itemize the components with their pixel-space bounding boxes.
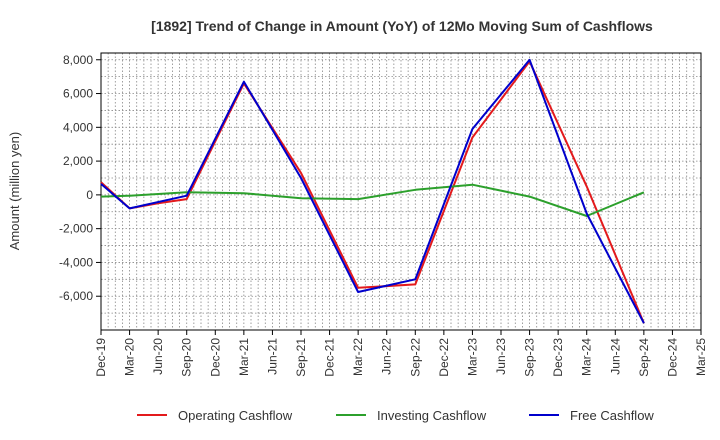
grid xyxy=(101,53,701,330)
x-tick-label: Sep-24 xyxy=(637,338,651,377)
x-tick-label: Mar-24 xyxy=(580,338,594,376)
series-line-free-cashflow xyxy=(100,58,645,324)
chart-title: [1892] Trend of Change in Amount (YoY) o… xyxy=(151,18,653,34)
x-tick-label: Dec-20 xyxy=(208,338,222,377)
x-tick-label: Sep-21 xyxy=(294,338,308,377)
x-tick-label: Jun-23 xyxy=(494,338,508,375)
series-line-investing-cashflow xyxy=(100,183,645,217)
x-tick-label: Mar-22 xyxy=(351,338,365,376)
x-tick-label: Mar-21 xyxy=(237,338,251,376)
y-tick-label: 8,000 xyxy=(63,53,93,67)
x-tick-label: Dec-23 xyxy=(551,338,565,377)
series-line-operating-cashflow xyxy=(100,60,645,324)
x-tick-label: Jun-21 xyxy=(265,338,279,375)
legend-label-operating-cashflow: Operating Cashflow xyxy=(178,408,293,423)
x-tick-label: Mar-20 xyxy=(123,338,137,376)
x-tick-label: Jun-24 xyxy=(608,338,622,375)
legend-label-investing-cashflow: Investing Cashflow xyxy=(377,408,487,423)
x-tick-label: Sep-22 xyxy=(408,338,422,377)
y-tick-label: 2,000 xyxy=(63,154,93,168)
plot-frame xyxy=(100,52,702,331)
x-tick-label: Dec-19 xyxy=(94,338,108,377)
x-axis: Dec-19 Mar-20 Jun-20 Sep-20 Dec-20 Mar-21 Jun-… xyxy=(94,330,708,377)
y-tick-label: 6,000 xyxy=(63,87,93,101)
series-lines xyxy=(100,58,645,324)
y-tick-label: -4,000 xyxy=(59,255,93,269)
legend-label-free-cashflow: Free Cashflow xyxy=(570,408,654,423)
x-tick-label: Jun-20 xyxy=(151,338,165,375)
y-axis-label: Amount (million yen) xyxy=(7,132,22,251)
x-tick-label: Jun-22 xyxy=(380,338,394,375)
y-tick-label: 4,000 xyxy=(63,120,93,134)
y-tick-label: -6,000 xyxy=(59,289,93,303)
y-tick-label: 0 xyxy=(86,188,93,202)
x-tick-label: Dec-24 xyxy=(665,338,679,377)
x-tick-label: Sep-23 xyxy=(523,338,537,377)
x-tick-label: Mar-25 xyxy=(694,338,708,376)
x-tick-label: Dec-21 xyxy=(323,338,337,377)
legend: Operating Cashflow Investing Cashflow Free… xyxy=(137,408,654,423)
y-tick-label: -2,000 xyxy=(59,222,93,236)
x-tick-label: Dec-22 xyxy=(437,338,451,377)
x-tick-label: Mar-23 xyxy=(465,338,479,376)
x-tick-label: Sep-20 xyxy=(180,338,194,377)
y-axis: 8,000 6,000 4,000 2,000 0 -2,000 -4,000 -6,000 xyxy=(59,53,101,303)
